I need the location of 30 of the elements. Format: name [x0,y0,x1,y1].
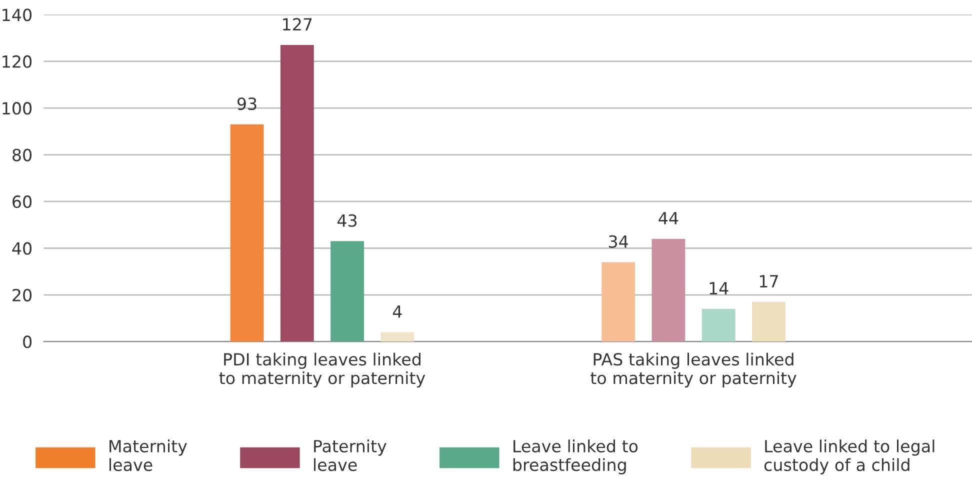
bar [752,302,786,342]
bar [602,262,636,342]
y-tick-label: 120 [2,55,32,68]
y-tick-label: 140 [2,8,32,22]
data-label: 93 [237,97,256,110]
legend-label: Paternity leave [314,440,386,472]
data-label: 43 [337,214,357,227]
bar [380,332,414,342]
data-label: 17 [760,275,778,288]
x-tick-label: PDI taking leaves linked to maternity or paternity [219,352,426,388]
bar [280,45,314,342]
y-tick-label: 20 [12,288,32,302]
legend-label: Leave linked to breastfeeding [513,440,638,474]
data-label: 127 [283,18,312,30]
y-tick-label: 80 [12,148,32,162]
y-tick-label: 0 [23,336,32,348]
bar [702,308,736,342]
bar [230,124,264,342]
bar [652,238,686,342]
x-tick-label: PAS taking leaves linked to maternity or paternity [590,352,796,388]
data-label: 44 [658,212,678,224]
y-tick-label: 60 [12,195,32,208]
bar [330,241,364,342]
data-label: 14 [710,282,728,294]
data-label: 34 [609,235,628,248]
data-label: 4 [392,306,402,318]
y-tick-label: 40 [12,242,32,255]
y-tick-label: 100 [2,102,32,115]
legend-label: Leave linked to legal custody of a child [764,440,934,474]
legend-label: Maternity leave [109,440,187,472]
